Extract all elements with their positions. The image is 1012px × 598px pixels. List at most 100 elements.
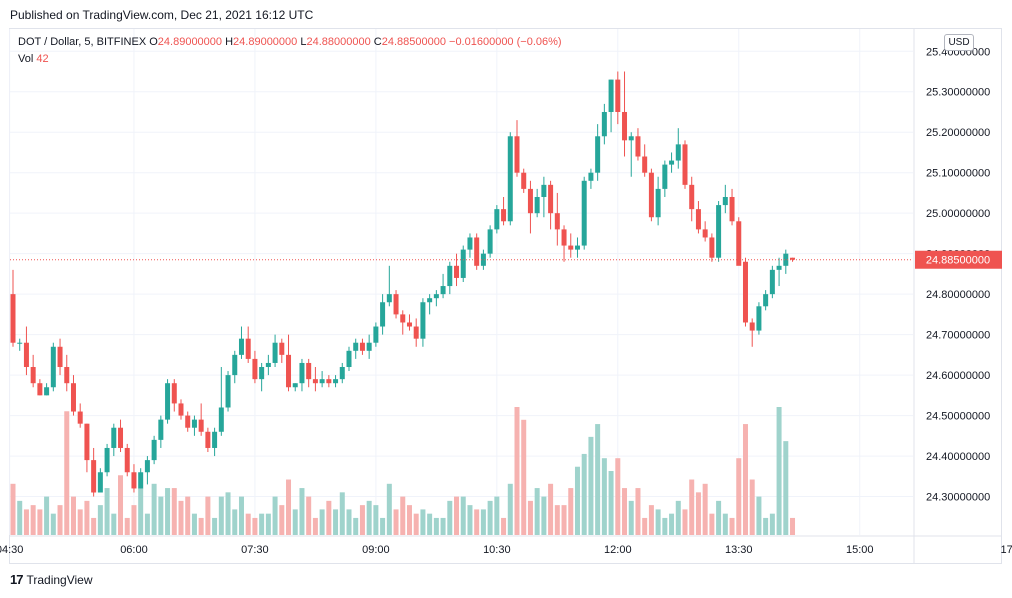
volume-bar	[191, 513, 197, 535]
volume-bar	[44, 496, 50, 535]
volume-bar	[501, 517, 507, 535]
volume-bar	[198, 517, 204, 535]
volume-bar	[413, 513, 419, 535]
candle-body	[608, 79, 614, 112]
volume-bar	[380, 517, 386, 535]
candle-body	[306, 362, 312, 380]
candle-body	[366, 342, 372, 351]
volume-bar	[601, 458, 607, 535]
candle-body	[97, 472, 103, 493]
volume-bar	[507, 483, 513, 535]
candle-body	[198, 419, 204, 432]
candle-body	[702, 229, 708, 238]
volume-bar	[742, 424, 748, 535]
low-label: L	[300, 36, 307, 48]
candle-body	[292, 383, 298, 388]
candle-body	[682, 144, 688, 185]
candle-body	[655, 188, 661, 218]
volume-bar	[406, 505, 412, 535]
volume-bar	[70, 496, 76, 535]
volume-bar	[312, 517, 318, 535]
close-label: C	[373, 36, 382, 48]
candle-body	[406, 322, 412, 327]
candle-body	[380, 302, 386, 327]
time-tick-label: 17:00	[1001, 544, 1012, 556]
candle-body	[138, 472, 144, 489]
candle-body	[252, 358, 258, 380]
currency-button[interactable]: USD	[944, 34, 974, 51]
high-value: 24.89000000	[233, 36, 298, 48]
volume-bar	[212, 517, 218, 535]
volume-bar	[359, 505, 365, 535]
candle-body	[57, 346, 63, 368]
change-value: −0.01600000 (−0.06%)	[449, 36, 562, 48]
volume-bar	[568, 488, 574, 535]
high-label: H	[225, 36, 234, 48]
volume-bar	[521, 419, 527, 535]
candle-body	[695, 209, 701, 230]
candle-body	[783, 253, 789, 266]
volume-bar	[185, 496, 191, 535]
candle-body	[460, 249, 466, 278]
volume-bar	[245, 513, 251, 535]
candle-body	[245, 338, 251, 359]
candle-body	[272, 342, 278, 363]
price-tick-label: 24.80000000	[926, 289, 990, 301]
volume-bar	[218, 496, 224, 535]
candle-body	[373, 326, 379, 343]
candle-body	[568, 245, 574, 250]
volume-bar	[722, 513, 728, 535]
candle-body	[635, 136, 641, 157]
candle-body	[212, 431, 218, 448]
candle-body	[514, 136, 520, 173]
last-price-badge: 24.88500000	[915, 250, 1002, 269]
volume-bar	[783, 441, 789, 535]
candle-body	[420, 302, 426, 339]
candle-body	[259, 367, 265, 380]
volume-bar	[97, 505, 103, 535]
volume-bar	[615, 458, 621, 535]
volume-bar	[319, 509, 325, 535]
volume-bar	[50, 513, 56, 535]
tradingview-logo[interactable]: 17 TradingView	[10, 572, 93, 587]
volume-bar	[467, 505, 473, 535]
volume-bar	[238, 496, 244, 535]
time-tick-label: 12:00	[604, 544, 632, 556]
candle-body	[440, 286, 446, 295]
volume-bar	[252, 517, 258, 535]
volume-bar	[306, 496, 312, 535]
candle-body	[131, 472, 137, 489]
candle-body	[124, 447, 130, 473]
volume-bar	[695, 492, 701, 535]
volume-bar	[622, 488, 628, 535]
candle-body	[581, 180, 587, 246]
candle-body	[561, 229, 567, 246]
candle-body	[84, 423, 90, 461]
volume-bar	[279, 505, 285, 535]
candle-body	[44, 387, 50, 396]
time-tick-label: 04:30	[0, 544, 23, 556]
candle-body	[104, 447, 110, 473]
volume-bar	[709, 513, 715, 535]
price-tick-label: 24.70000000	[926, 330, 990, 342]
volume-bar	[729, 517, 735, 535]
candle-body	[736, 221, 742, 266]
volume-bar	[178, 500, 184, 535]
volume-bar	[648, 505, 654, 535]
candle-body	[595, 136, 601, 173]
candle-body	[601, 111, 607, 137]
volume-bar	[581, 453, 587, 535]
volume-bar	[716, 500, 722, 535]
volume-bar	[595, 424, 601, 535]
volume-bar	[474, 509, 480, 535]
price-tick-label: 24.60000000	[926, 370, 990, 382]
volume-bar	[346, 509, 352, 535]
candle-body	[50, 346, 56, 388]
candle-body	[118, 427, 124, 448]
candle-body	[588, 172, 594, 181]
volume-bar	[232, 509, 238, 535]
candle-body	[541, 184, 547, 197]
volume-bar	[37, 509, 43, 535]
candle-body	[413, 326, 419, 339]
